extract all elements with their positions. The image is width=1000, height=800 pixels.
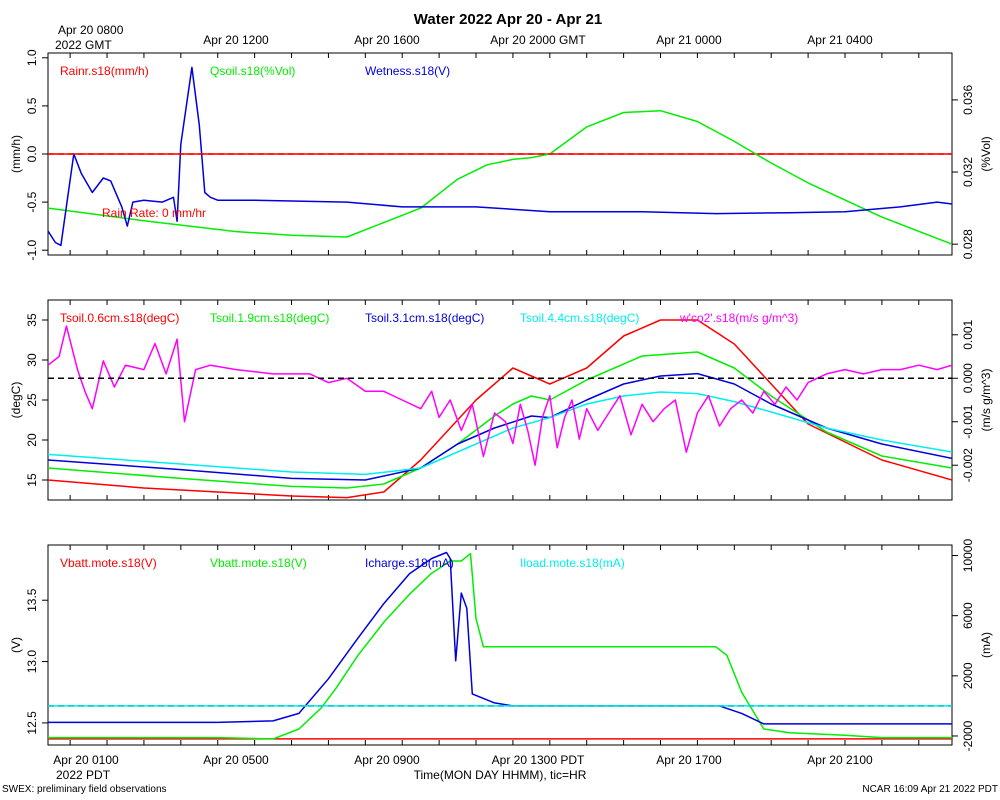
bottom-axis-label: Apr 20 0500: [203, 753, 269, 767]
top-axis-label: Apr 20 1600: [354, 33, 420, 47]
legend-label-4: Iload.mote.s18(mA): [520, 556, 625, 570]
y-tick-label-right: 0.032: [961, 157, 975, 187]
legend-label-2: Vbatt.mote.s18(V): [210, 556, 307, 570]
legend-label-4: Tsoil.4.4cm.s18(degC): [520, 311, 639, 325]
top-axis-label: Apr 20 2000 GMT: [490, 33, 586, 47]
series-line-3: [48, 551, 952, 725]
y-axis-label-right: (%Vol): [979, 136, 993, 171]
y-tick-label-left: 35: [25, 313, 39, 327]
y-tick-label-right: 0.028: [961, 229, 975, 259]
series-line-2: [48, 351, 952, 489]
y-tick-label-left: -0.5: [25, 191, 39, 212]
legend-label-2: Tsoil.1.9cm.s18(degC): [210, 311, 329, 325]
y-tick-label-left: 1.0: [25, 49, 39, 66]
y-tick-label-left: 13.0: [25, 650, 39, 674]
bottom-axis-label: Apr 20 0900: [354, 753, 420, 767]
y-axis-label-right: (mA): [979, 632, 993, 658]
bottom-time-axis: Apr 20 0100 Apr 20 0500 Apr 20 0900 Apr 20 …: [53, 753, 873, 782]
series-line-5: [48, 325, 952, 466]
legend-label-5: w'co2'.s18(m/s g/m^3): [679, 311, 798, 325]
y-tick-label-right: 0.036: [961, 85, 975, 115]
bottom-axis-label: Apr 20 0100: [53, 753, 119, 767]
bottom-axis-label: Apr 20 1300 PDT: [492, 753, 585, 767]
y-tick-label-right: 2000: [961, 662, 975, 689]
top-axis-year-label: 2022 GMT: [55, 38, 112, 52]
panel-frame: [47, 544, 953, 746]
series-line-4: [48, 391, 952, 476]
top-axis-label: Apr 20 1200: [203, 33, 269, 47]
y-tick-label-right: 0.001: [961, 319, 975, 349]
legend-label-1: Tsoil.0.6cm.s18(degC): [60, 311, 179, 325]
panel-1: -1.0 -0.5 0.0 0.5 1.0 0.028 0.032 0.036 (mm/h) (%…: [9, 49, 993, 260]
legend-label-2: Qsoil.s18(%Vol): [210, 64, 295, 78]
legend-label-1: Vbatt.mote.s18(V): [60, 556, 157, 570]
y-tick-label-right: -0.002: [961, 448, 975, 482]
chart-panels: -1.0 -0.5 0.0 0.5 1.0 0.028 0.032 0.036 (mm/h) (%…: [9, 49, 993, 751]
legend-label-1: Rainr.s18(mm/h): [60, 64, 149, 78]
y-tick-label-left: 12.5: [25, 711, 39, 735]
series-line-2: [48, 109, 952, 245]
y-tick-label-right: -0.001: [961, 404, 975, 438]
y-tick-label-left: 0.0: [25, 145, 39, 162]
legend-label-3: Tsoil.3.1cm.s18(degC): [365, 311, 484, 325]
y-tick-label-left: 15: [25, 473, 39, 487]
panel-3: 12.5 13.0 13.5 -2000 2000 6000 10000 (V) (mA) Vba…: [9, 539, 993, 752]
bottom-axis-label: Apr 20 2100: [807, 753, 873, 767]
footer-right: NCAR 16:09 Apr 21 2022 PDT: [862, 784, 998, 795]
legend-label-3: Wetness.s18(V): [365, 64, 450, 78]
y-tick-label-left: 20: [25, 433, 39, 447]
legend-label-3: Icharge.s18(mA): [365, 556, 454, 570]
y-tick-label-left: 0.5: [25, 97, 39, 114]
y-tick-label-left: 25: [25, 393, 39, 407]
y-axis-label-left: (V): [9, 637, 23, 653]
y-tick-label-left: 13.5: [25, 588, 39, 612]
y-tick-label-right: 0.000: [961, 363, 975, 393]
bottom-axis-year-label: 2022 PDT: [56, 768, 111, 782]
footer-left: SWEX: preliminary field observations: [2, 784, 167, 795]
top-axis-label: Apr 21 0400: [807, 33, 873, 47]
y-tick-label-right: 10000: [961, 539, 975, 573]
top-axis-label: Apr 21 0000: [656, 33, 722, 47]
y-tick-label-left: -1.0: [25, 240, 39, 261]
series-lines: [48, 551, 952, 740]
y-tick-label-right: -2000: [961, 720, 975, 751]
bottom-axis-label: Apr 20 1700: [656, 753, 722, 767]
y-axis-label-left: (mm/h): [9, 135, 23, 173]
y-axis-label-right: (m/s g/m^3): [979, 369, 993, 432]
y-tick-label-left: 30: [25, 353, 39, 367]
series-line-2: [48, 552, 952, 740]
series-lines: [48, 319, 952, 499]
series-line-3: [48, 66, 952, 247]
rain-rate-annotation: Rain Rate: 0 mm/hr: [102, 206, 206, 220]
chart-title: Water 2022 Apr 20 - Apr 21: [414, 11, 602, 28]
y-tick-label-right: 6000: [961, 602, 975, 629]
y-axis-label-left: (degC): [9, 382, 23, 419]
panel-2: 15 20 25 30 35 -0.002 -0.001 0.000 0.001 (degC) (m…: [9, 299, 993, 501]
x-axis-title: Time(MON DAY HHMM), tic=HR: [414, 768, 587, 782]
top-axis-label: Apr 20 0800: [58, 23, 124, 37]
series-line-1: [48, 319, 952, 499]
